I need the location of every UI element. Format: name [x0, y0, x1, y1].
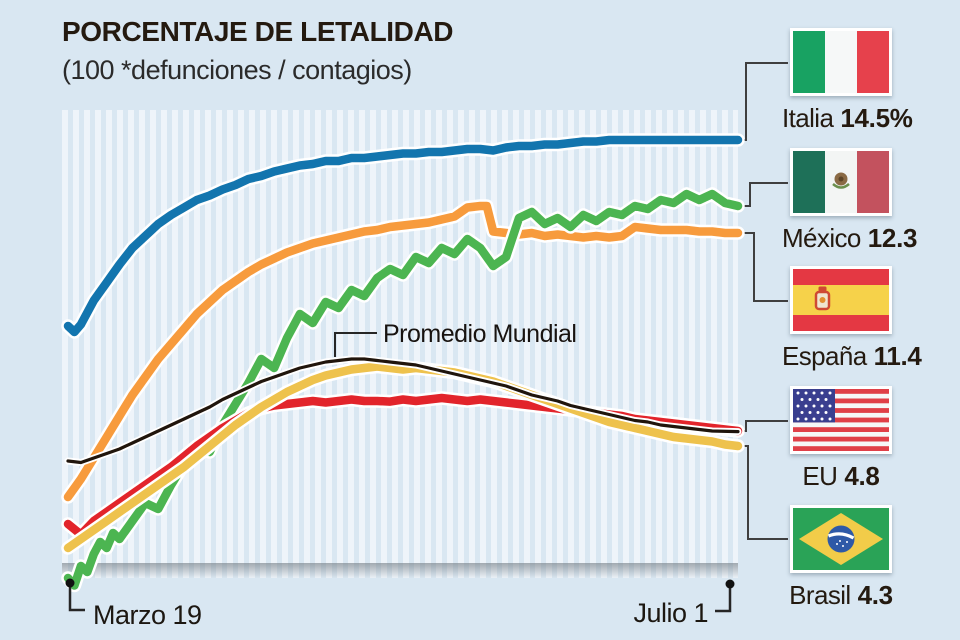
legend-connector-espana [738, 232, 788, 302]
legend-country-name: Italia [782, 103, 834, 133]
legend-label-mexico: México 12.3 [782, 223, 917, 254]
x-axis-end-label: Julio 1 [633, 598, 708, 628]
us-flag-icon [790, 386, 892, 454]
title-block: PORCENTAJE DE LETALIDAD (100 *defuncione… [62, 16, 454, 86]
x-end-tick [715, 584, 732, 613]
spain-coat-of-arms [814, 286, 831, 311]
legend-connector-italia [738, 62, 788, 141]
x-end-dot [725, 579, 735, 589]
legend-item-eu: EU 4.8 [782, 386, 900, 492]
legend-item-brasil: Brasil 4.3 [782, 505, 900, 611]
chart-title: PORCENTAJE DE LETALIDAD [62, 16, 454, 47]
legend-connector-eu [738, 420, 788, 432]
legend-item-italia: Italia 14.5% [782, 28, 913, 134]
legend-label-espana: España 11.4 [782, 341, 922, 372]
legend-country-name: EU [802, 461, 838, 491]
legend-country-name: España [782, 341, 867, 371]
x-axis-start-label: Marzo 19 [93, 600, 202, 630]
plot-bottom-shade [62, 563, 738, 578]
legend-country-name: Brasil [789, 580, 851, 610]
legend-label-eu: EU 4.8 [782, 461, 900, 492]
chart-subtitle: (100 *defunciones / contagios) [62, 55, 412, 85]
italy-flag-icon [790, 28, 892, 96]
legend-country-value: 12.3 [867, 223, 918, 253]
legend-label-italia: Italia 14.5% [782, 103, 913, 134]
legend-item-espana: España 11.4 [782, 266, 922, 372]
spain-flag-icon [790, 266, 892, 334]
legend-item-mexico: México 12.3 [782, 148, 917, 254]
legend-country-name: México [782, 223, 861, 253]
x-start-tick [68, 583, 85, 612]
legend-label-brasil: Brasil 4.3 [782, 580, 900, 611]
legend-country-value: 4.8 [844, 461, 880, 491]
x-start-dot [65, 578, 75, 588]
legend-country-value: 11.4 [873, 341, 922, 371]
legend-country-value: 4.3 [857, 580, 894, 610]
legend-connector-brasil [738, 445, 788, 540]
world-average-label: Promedio Mundial [383, 320, 577, 348]
legend-connector-mexico [738, 182, 788, 207]
brazil-flag-icon [790, 505, 892, 573]
mexico-flag-icon [790, 148, 892, 216]
legend-country-value: 14.5% [840, 103, 913, 133]
